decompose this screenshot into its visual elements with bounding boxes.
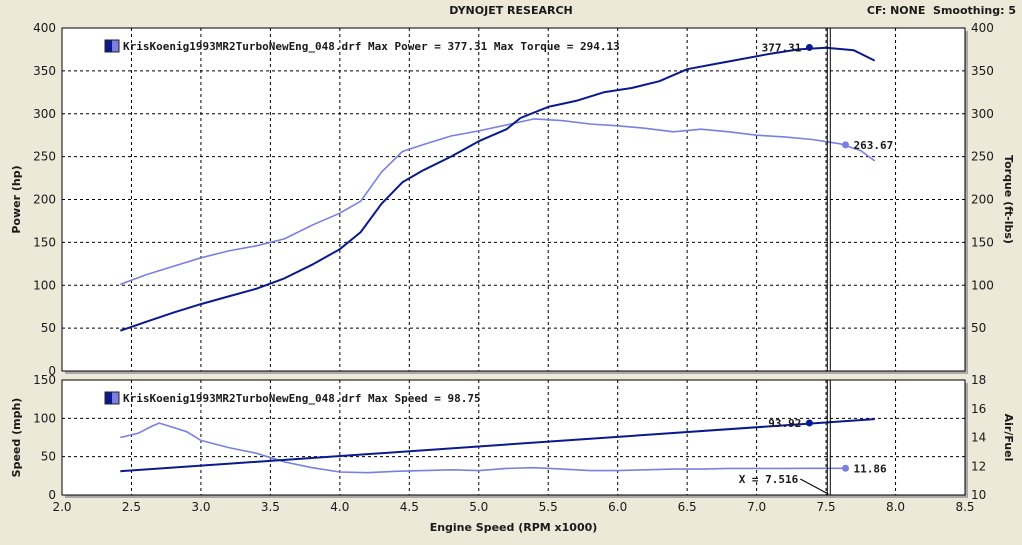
legend-swatch-border — [104, 391, 120, 405]
x-tick-label-rpm: 8.0 — [886, 500, 905, 514]
x-tick-label-rpm: 2.0 — [52, 500, 71, 514]
legend-swatch-secondary — [112, 40, 119, 52]
y-tick-label-airfuel: 18 — [971, 373, 986, 387]
axis-title-power: Power (hp) — [10, 165, 23, 233]
x-tick-label-rpm: 4.0 — [330, 500, 349, 514]
value-marker-label: 93.92 — [768, 417, 801, 430]
x-tick-label-rpm: 3.5 — [261, 500, 280, 514]
header-title: DYNOJET RESEARCH — [449, 4, 573, 17]
series-line-speed — [120, 418, 875, 473]
x-tick-label-rpm: 5.5 — [539, 500, 558, 514]
legend-swatch-border — [104, 39, 120, 53]
y-tick-label-power: 250 — [33, 150, 56, 164]
legend-label: KrisKoenig1993MR2TurboNewEng_048.drf Max… — [123, 392, 481, 405]
value-marker-label: 11.86 — [854, 462, 887, 475]
speed-airfuel-panel: 93.92 11.86 X = 7.516 — [61, 379, 968, 498]
power-torque-panel: 377.31 263.67 — [61, 27, 968, 374]
y-tick-label-torque: 250 — [971, 150, 994, 164]
value-marker — [842, 464, 850, 472]
y-tick-label-torque: 200 — [971, 193, 994, 207]
cursor-x-label: X = 7.516 — [739, 473, 799, 486]
axis-title-rpm: Engine Speed (RPM x1000) — [430, 521, 598, 534]
series-line-airfuel — [120, 422, 846, 474]
y-tick-label-power: 50 — [41, 321, 56, 335]
value-marker — [805, 419, 813, 427]
legend-swatch-primary — [105, 40, 112, 52]
value-marker — [842, 141, 850, 149]
y-tick-label-power: 400 — [33, 21, 56, 35]
value-marker-label: 377.31 — [762, 41, 802, 54]
x-tick-label-rpm: 7.0 — [747, 500, 766, 514]
y-tick-label-power: 150 — [33, 235, 56, 249]
legend-swatch-secondary — [112, 392, 119, 404]
axis-title-airfuel: Air/Fuel — [1002, 414, 1015, 462]
value-marker-label: 263.67 — [854, 139, 894, 152]
smoothing-label: Smoothing: 5 — [933, 4, 1016, 17]
y-tick-label-airfuel: 12 — [971, 459, 986, 473]
y-tick-label-speed: 100 — [33, 411, 56, 425]
y-tick-label-power: 0 — [48, 364, 56, 378]
x-tick-label-rpm: 6.0 — [608, 500, 627, 514]
y-tick-label-speed: 50 — [41, 450, 56, 464]
legend-speed-airfuel[interactable]: KrisKoenig1993MR2TurboNewEng_048.drf Max… — [104, 391, 481, 405]
y-tick-label-torque: 300 — [971, 107, 994, 121]
legend-label: KrisKoenig1993MR2TurboNewEng_048.drf Max… — [123, 40, 620, 53]
y-tick-label-airfuel: 14 — [971, 431, 986, 445]
legend-power-torque[interactable]: KrisKoenig1993MR2TurboNewEng_048.drf Max… — [104, 39, 620, 53]
cursor-label-leader — [800, 478, 829, 495]
y-tick-label-speed: 0 — [48, 488, 56, 502]
y-tick-label-airfuel: 10 — [971, 488, 986, 502]
correction-factor-label: CF: NONE — [866, 4, 926, 17]
x-tick-label-rpm: 3.0 — [191, 500, 210, 514]
x-tick-label-rpm: 8.5 — [955, 500, 974, 514]
header-settings: CF: NONE Smoothing: 5 — [867, 4, 1016, 17]
y-tick-label-torque: 100 — [971, 278, 994, 292]
y-tick-label-torque: 350 — [971, 64, 994, 78]
y-tick-label-airfuel: 16 — [971, 402, 986, 416]
y-tick-label-power: 300 — [33, 107, 56, 121]
axis-title-speed: Speed (mph) — [10, 398, 23, 478]
x-tick-label-rpm: 5.0 — [469, 500, 488, 514]
y-tick-label-torque: 50 — [971, 321, 986, 335]
y-tick-label-power: 100 — [33, 278, 56, 292]
series-line-power — [119, 46, 876, 332]
y-tick-label-power: 350 — [33, 64, 56, 78]
x-tick-label-rpm: 2.5 — [122, 500, 141, 514]
axis-title-torque: Torque (ft-lbs) — [1002, 155, 1015, 244]
y-tick-label-speed: 150 — [33, 373, 56, 387]
series-line-torque — [120, 118, 876, 286]
plot-area — [61, 379, 966, 496]
x-tick-label-rpm: 7.5 — [817, 500, 836, 514]
y-tick-label-torque: 150 — [971, 235, 994, 249]
x-tick-label-rpm: 6.5 — [678, 500, 697, 514]
legend-swatch-primary — [105, 392, 112, 404]
value-marker — [805, 43, 813, 51]
x-tick-label-rpm: 4.5 — [400, 500, 419, 514]
y-tick-label-torque: 400 — [971, 21, 994, 35]
y-tick-label-power: 200 — [33, 193, 56, 207]
